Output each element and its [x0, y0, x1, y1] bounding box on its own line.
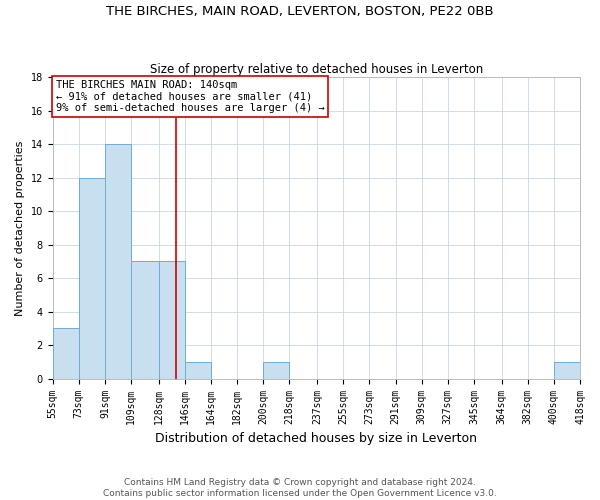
Bar	[159, 262, 185, 378]
Text: Contains HM Land Registry data © Crown copyright and database right 2024.
Contai: Contains HM Land Registry data © Crown c…	[103, 478, 497, 498]
Bar	[53, 328, 79, 378]
Bar	[185, 362, 211, 378]
Y-axis label: Number of detached properties: Number of detached properties	[15, 140, 25, 316]
X-axis label: Distribution of detached houses by size in Leverton: Distribution of detached houses by size …	[155, 432, 478, 445]
Bar	[79, 178, 105, 378]
Bar	[105, 144, 131, 378]
Bar	[263, 362, 289, 378]
Text: THE BIRCHES MAIN ROAD: 140sqm
← 91% of detached houses are smaller (41)
9% of se: THE BIRCHES MAIN ROAD: 140sqm ← 91% of d…	[56, 80, 325, 113]
Title: Size of property relative to detached houses in Leverton: Size of property relative to detached ho…	[150, 63, 483, 76]
Text: THE BIRCHES, MAIN ROAD, LEVERTON, BOSTON, PE22 0BB: THE BIRCHES, MAIN ROAD, LEVERTON, BOSTON…	[106, 5, 494, 18]
Bar	[131, 262, 159, 378]
Bar	[554, 362, 580, 378]
